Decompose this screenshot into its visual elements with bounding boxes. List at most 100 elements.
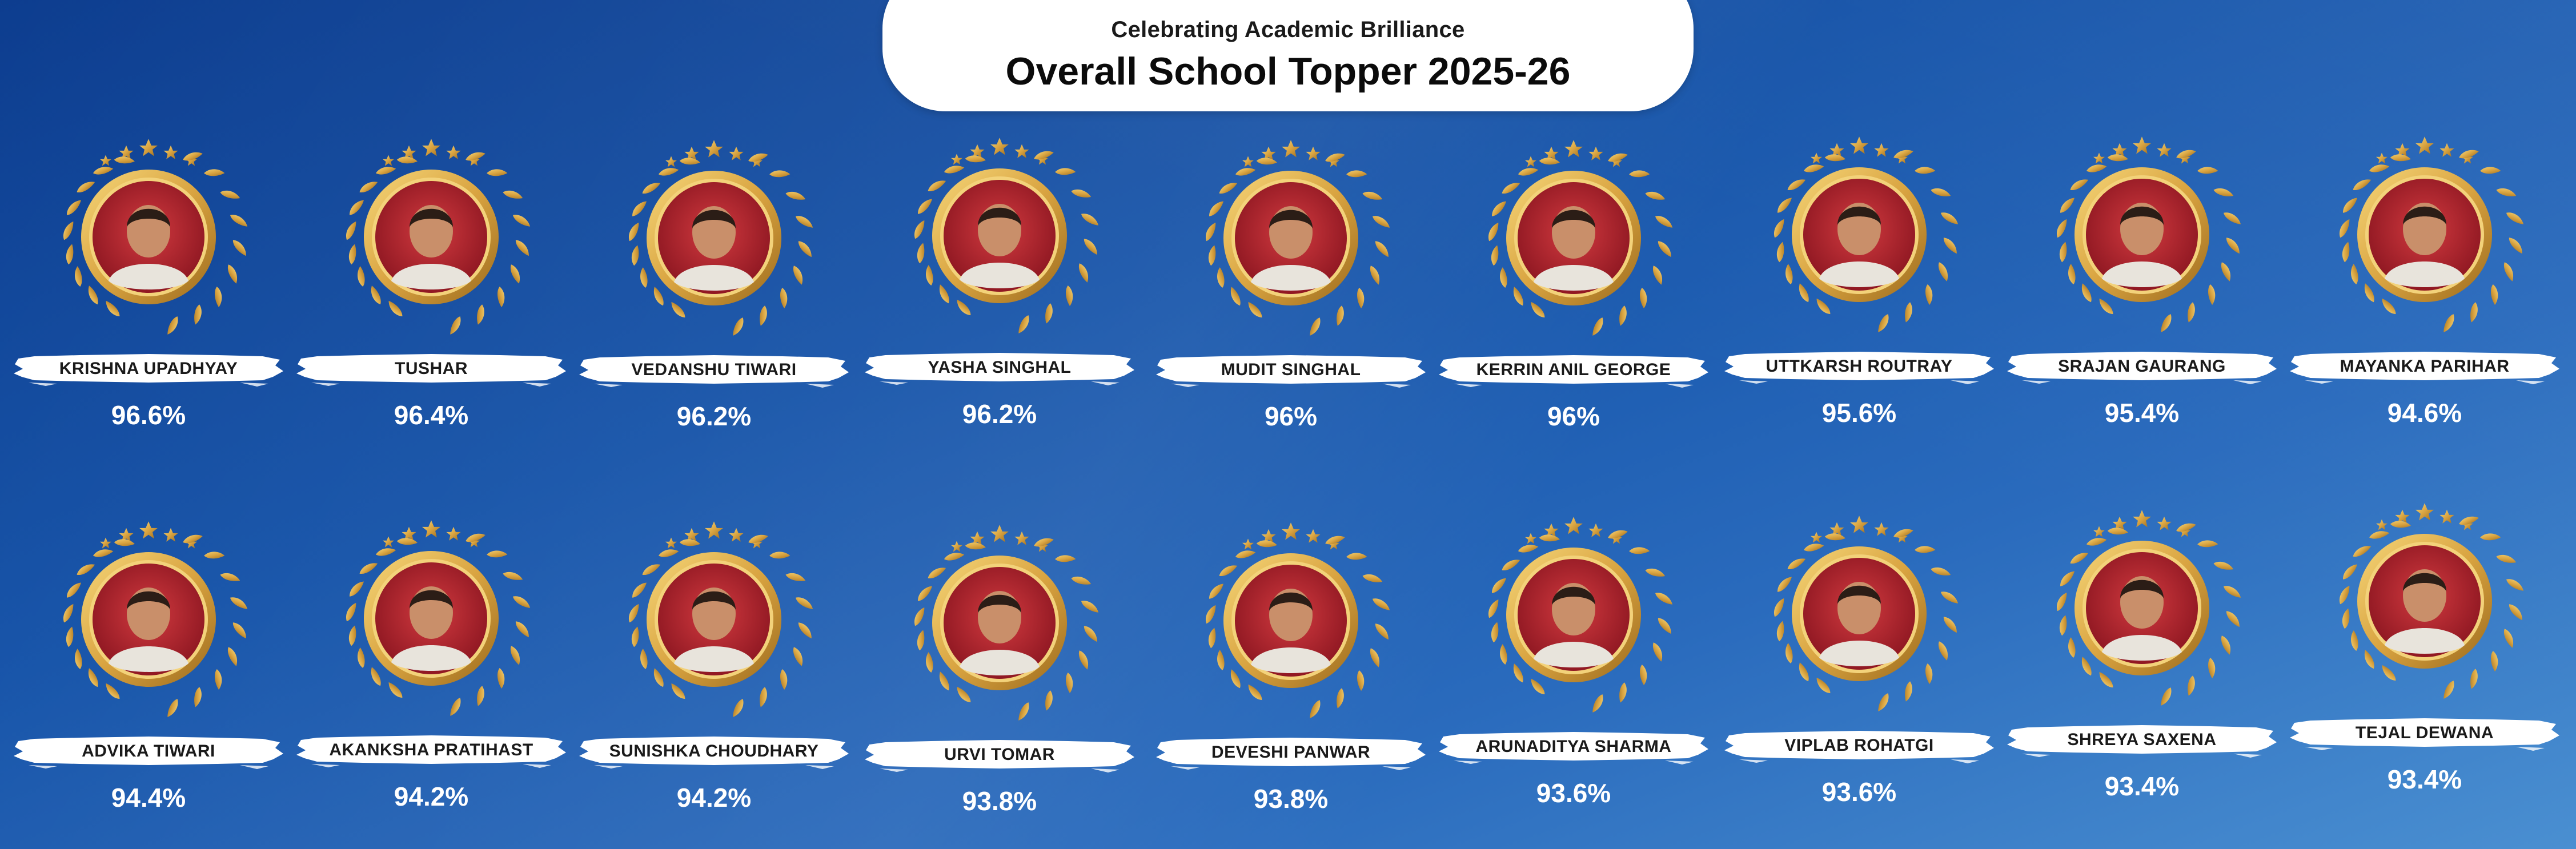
- name-brush-strip: MUDIT SINGHAL: [1154, 349, 1428, 389]
- avatar: [2102, 576, 2182, 661]
- topper-name: SUNISHKA CHOUDHARY: [609, 742, 819, 761]
- avatar: [674, 588, 754, 672]
- star-icon: [383, 139, 480, 166]
- avatar: [2385, 569, 2465, 654]
- topper-card: URVI TOMAR 93.8%: [862, 517, 1137, 837]
- avatar: [391, 205, 471, 289]
- laurel-wreath-icon: [2042, 129, 2242, 340]
- topper-name: ARUNADITYA SHARMA: [1475, 737, 1672, 756]
- star-icon: [665, 521, 763, 549]
- avatar: [1251, 206, 1331, 291]
- laurel-wreath-icon: [614, 132, 814, 344]
- name-brush-strip: MAYANKA PARIHAR: [2288, 346, 2562, 386]
- star-icon: [951, 525, 1048, 552]
- topper-name: SRAJAN GAURANG: [2058, 357, 2226, 376]
- star-icon: [100, 139, 197, 166]
- laurel-wreath-icon: [900, 517, 1100, 729]
- topper-score: 93.8%: [962, 786, 1037, 816]
- avatar: [1251, 589, 1331, 673]
- star-icon: [1525, 517, 1622, 544]
- topper-score: 96.2%: [676, 401, 752, 431]
- laurel-wreath-icon: [1759, 129, 1959, 340]
- name-brush-strip: KERRIN ANIL GEORGE: [1437, 349, 1711, 389]
- topper-name: TEJAL DEWANA: [2355, 723, 2494, 742]
- avatar: [2102, 203, 2182, 287]
- topper-name: SHREYA SAXENA: [2067, 730, 2217, 749]
- topper-card: KRISHNA UPADHYAY 96.6%: [11, 131, 286, 451]
- topper-card: VEDANSHU TIWARI 96.2%: [577, 132, 851, 452]
- topper-name: URVI TOMAR: [944, 745, 1055, 764]
- star-icon: [100, 521, 197, 549]
- name-brush-strip: VIPLAB ROHATGI: [1722, 725, 1996, 765]
- topper-card: SRAJAN GAURANG 95.4%: [2005, 129, 2279, 449]
- topper-score: 93.8%: [1253, 784, 1329, 814]
- star-icon: [383, 520, 480, 548]
- laurel-wreath-icon: [331, 131, 531, 343]
- topper-name: MAYANKA PARIHAR: [2340, 357, 2510, 376]
- laurel-wreath-icon: [1191, 132, 1391, 344]
- name-brush-strip: KRISHNA UPADHYAY: [11, 348, 286, 388]
- name-brush-strip: URVI TOMAR: [862, 734, 1137, 774]
- topper-name: YASHA SINGHAL: [928, 358, 1072, 377]
- name-brush-strip: AKANKSHA PRATIHAST: [294, 730, 568, 770]
- topper-name: VEDANSHU TIWARI: [631, 360, 797, 379]
- topper-card: TUSHAR 96.4%: [294, 131, 568, 451]
- topper-score: 95.4%: [2104, 398, 2180, 428]
- title-banner: Celebrating Academic Brilliance Overall …: [882, 0, 1694, 111]
- laurel-wreath-icon: [900, 130, 1100, 341]
- topper-score: 96%: [1547, 401, 1600, 431]
- star-icon: [1811, 136, 1908, 164]
- topper-score: 96.4%: [394, 400, 469, 430]
- topper-card: MAYANKA PARIHAR 94.6%: [2288, 129, 2562, 449]
- avatar: [391, 586, 471, 671]
- topper-score: 94.6%: [2387, 398, 2462, 428]
- name-brush-strip: DEVESHI PANWAR: [1154, 732, 1428, 772]
- topper-name: KERRIN ANIL GEORGE: [1476, 360, 1671, 379]
- topper-score: 95.6%: [1821, 398, 1897, 428]
- laurel-wreath-icon: [331, 513, 531, 724]
- topper-card: TEJAL DEWANA 93.4%: [2288, 496, 2562, 815]
- topper-name: UTTKARSH ROUTRAY: [1766, 357, 1953, 376]
- topper-card: YASHA SINGHAL 96.2%: [862, 130, 1137, 450]
- laurel-wreath-icon: [2325, 496, 2525, 707]
- name-brush-strip: VEDANSHU TIWARI: [577, 349, 851, 389]
- name-brush-strip: SUNISHKA CHOUDHARY: [577, 731, 851, 771]
- laurel-wreath-icon: [1759, 508, 1959, 719]
- banner-title: Overall School Topper 2025-26: [1005, 50, 1571, 93]
- topper-score: 96.2%: [962, 399, 1037, 429]
- topper-score: 94.2%: [394, 782, 469, 811]
- star-icon: [2376, 503, 2473, 530]
- topper-score: 93.4%: [2387, 764, 2462, 794]
- name-brush-strip: UTTKARSH ROUTRAY: [1722, 346, 1996, 386]
- avatar: [109, 205, 188, 289]
- star-icon: [1811, 516, 1908, 543]
- star-icon: [951, 138, 1048, 165]
- topper-name: VIPLAB ROHATGI: [1784, 736, 1934, 755]
- topper-card: KERRIN ANIL GEORGE 96%: [1437, 132, 1711, 452]
- topper-card: MUDIT SINGHAL 96%: [1154, 132, 1428, 452]
- laurel-wreath-icon: [2042, 502, 2242, 714]
- topper-score: 94.2%: [676, 783, 752, 812]
- topper-score: 93.6%: [1536, 778, 1611, 808]
- avatar: [674, 206, 754, 291]
- topper-score: 96%: [1264, 401, 1318, 431]
- star-icon: [1242, 522, 1339, 550]
- laurel-wreath-icon: [2325, 129, 2525, 340]
- laurel-wreath-icon: [49, 514, 248, 725]
- laurel-wreath-icon: [49, 131, 248, 343]
- laurel-wreath-icon: [1474, 132, 1674, 344]
- name-brush-strip: ARUNADITYA SHARMA: [1437, 726, 1711, 766]
- topper-card: AKANKSHA PRATIHAST 94.2%: [294, 513, 568, 832]
- topper-card: ARUNADITYA SHARMA 93.6%: [1437, 509, 1711, 829]
- star-icon: [1525, 140, 1622, 167]
- laurel-wreath-icon: [1474, 509, 1674, 721]
- avatar: [1534, 206, 1614, 291]
- name-brush-strip: TUSHAR: [294, 348, 568, 388]
- topper-card: ADVIKA TIWARI 94.4%: [11, 514, 286, 834]
- name-brush-strip: SRAJAN GAURANG: [2005, 346, 2279, 386]
- topper-card: UTTKARSH ROUTRAY 95.6%: [1722, 129, 1996, 449]
- topper-score: 93.6%: [1821, 777, 1897, 807]
- avatar: [109, 588, 188, 672]
- topper-score: 94.4%: [111, 783, 186, 812]
- name-brush-strip: ADVIKA TIWARI: [11, 731, 286, 771]
